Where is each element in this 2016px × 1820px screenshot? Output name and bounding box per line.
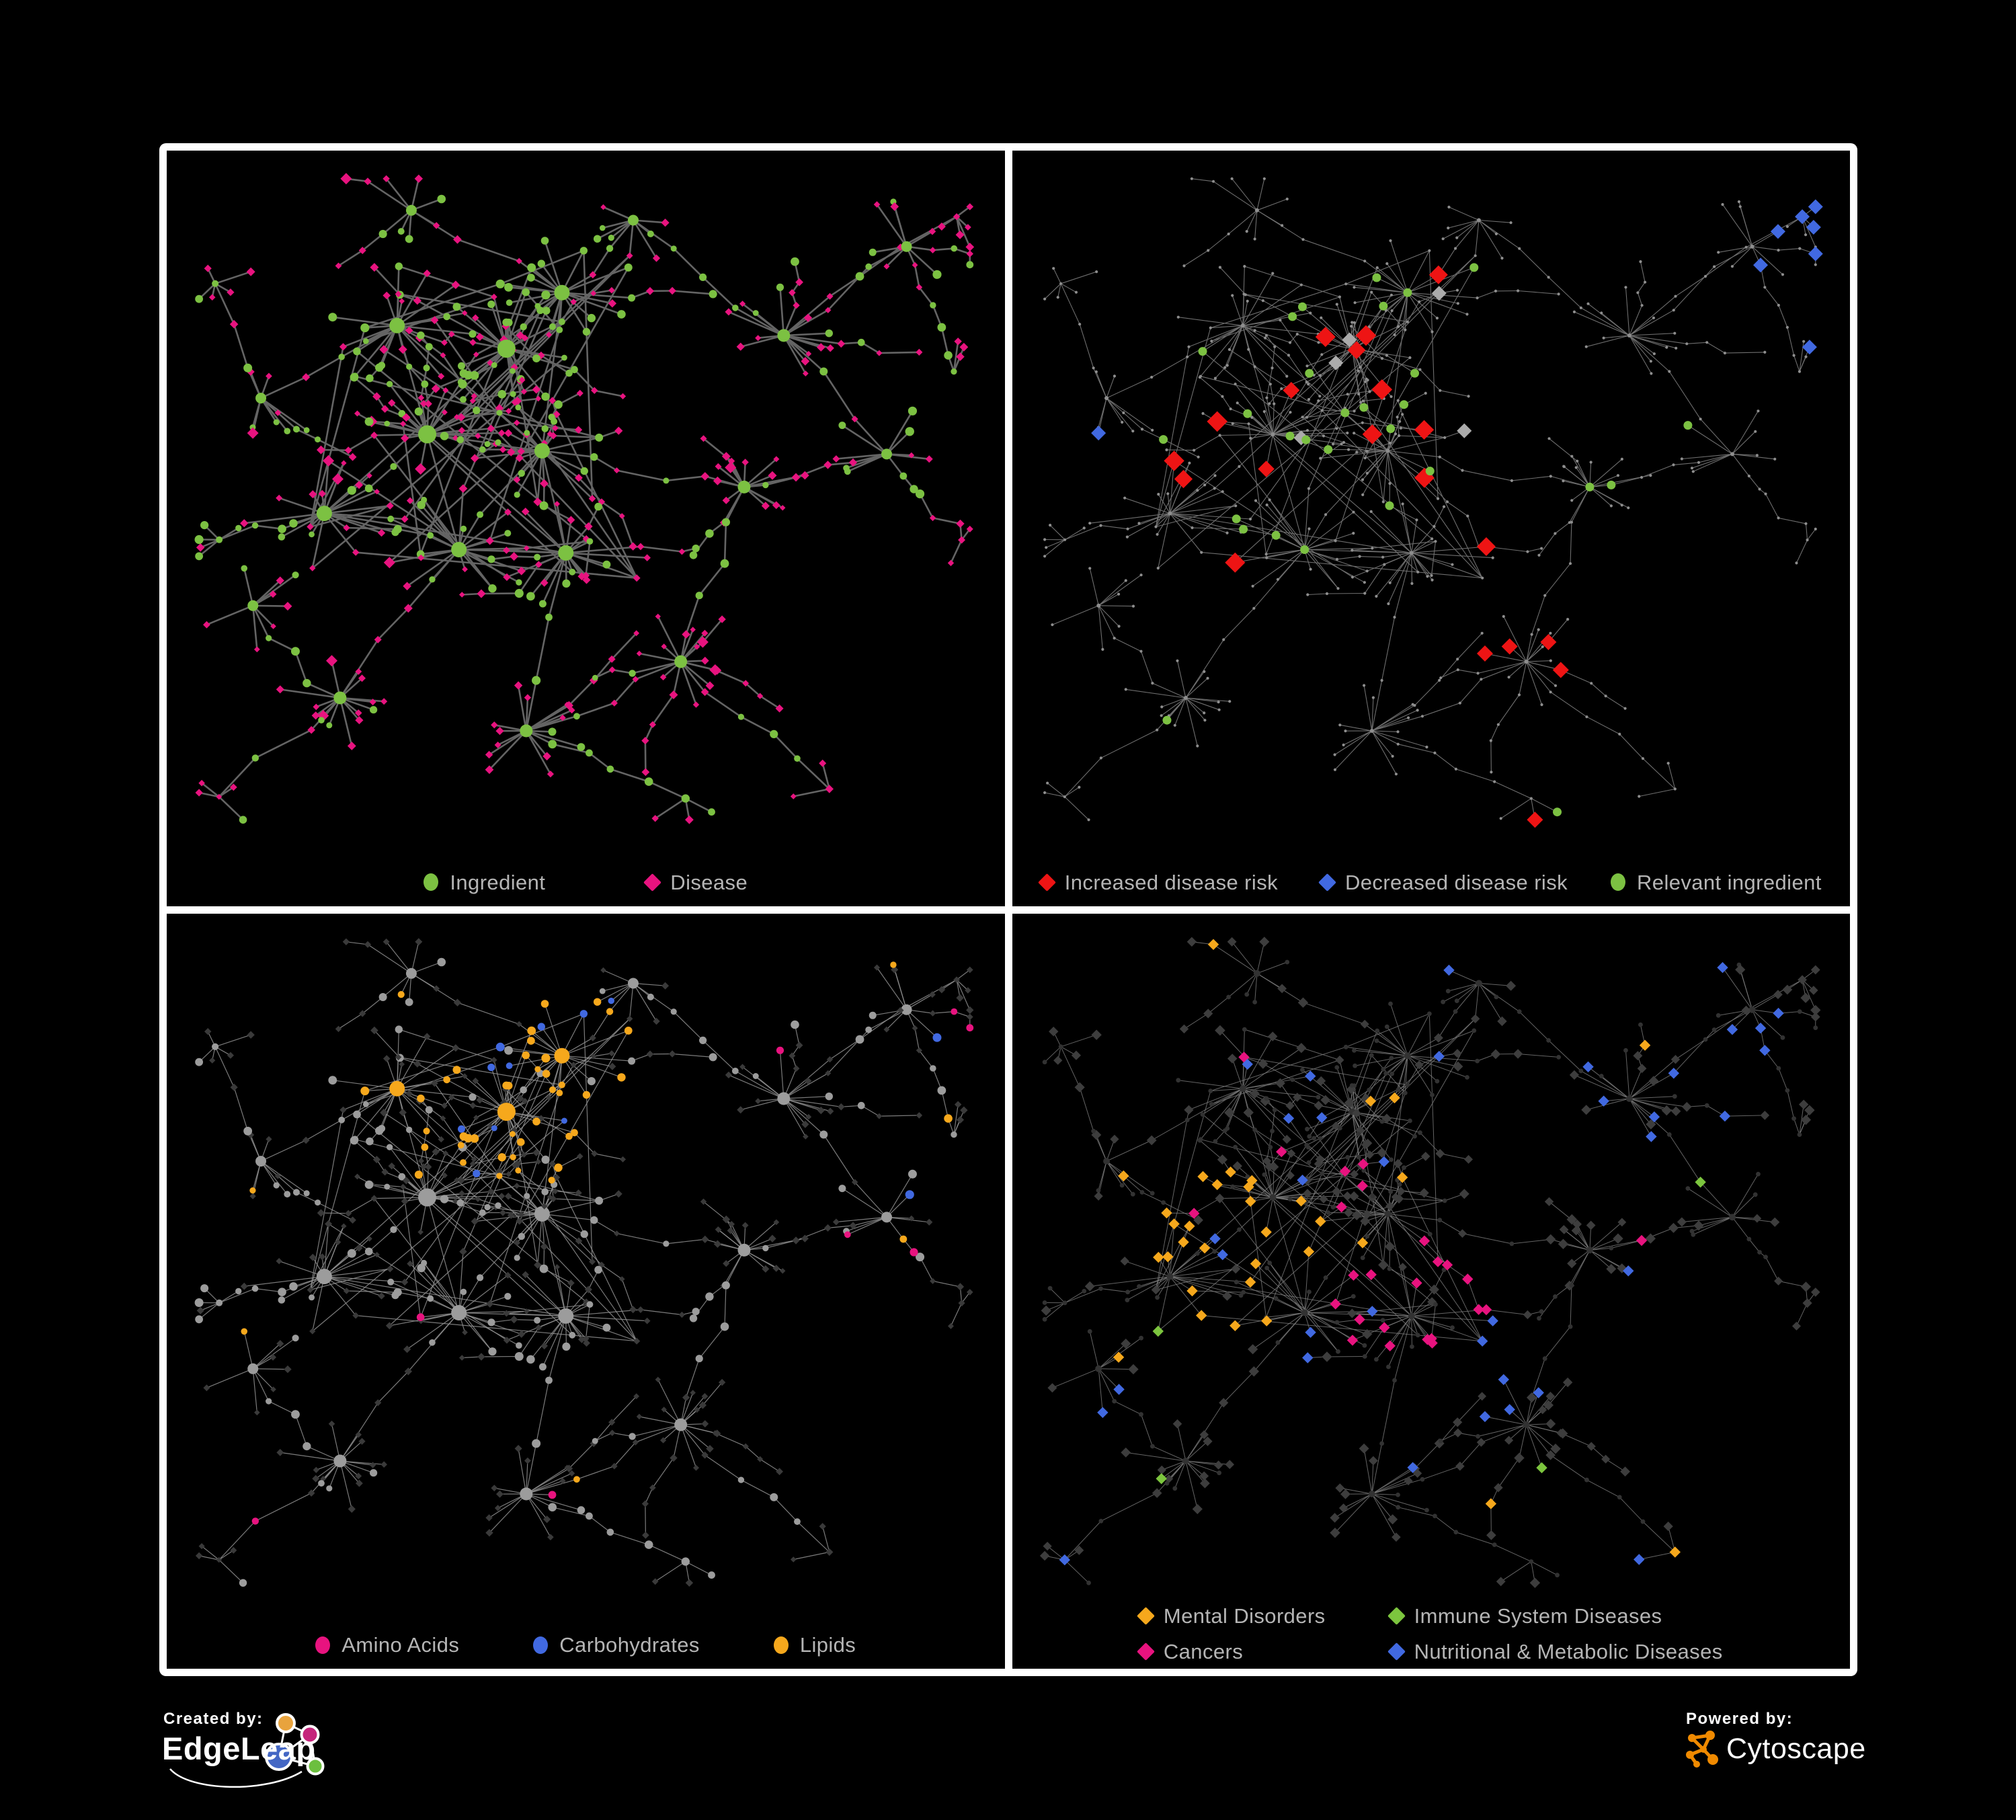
edgeleap-blue-node xyxy=(265,1743,293,1771)
legend-label: Cancers xyxy=(1163,1640,1244,1663)
legend-label: Disease xyxy=(670,870,748,894)
panel-nutrient-classes: Amino Acids Carbohydrates Lipids xyxy=(167,913,1005,1669)
legend-label: Immune System Diseases xyxy=(1414,1604,1662,1628)
edgeleap-logo-nodes xyxy=(265,1713,325,1776)
legend-label: Lipids xyxy=(799,1633,856,1657)
edgeleap-orange-node xyxy=(276,1713,296,1733)
legend-disease-classes: Mental Disorders Immune System Diseases Ca… xyxy=(1012,1606,1851,1662)
legend-label: Decreased disease risk xyxy=(1345,870,1568,894)
increased-disease-risk-diamond-marker xyxy=(1037,873,1056,892)
legend-label: Relevant ingredient xyxy=(1637,870,1822,894)
cancers-diamond-marker xyxy=(1136,1643,1155,1661)
edgeleap-swoosh-arc xyxy=(169,1768,303,1788)
cytoscape-logo-icon xyxy=(1686,1731,1718,1768)
legend-label: Ingredient xyxy=(450,870,546,894)
panel-ingredient-disease: Ingredient Disease xyxy=(167,151,1005,906)
legend-item-increased-disease-risk: Increased disease risk xyxy=(1037,870,1278,894)
legend-item-nutritional-metabolic-diseases: Nutritional & Metabolic Diseases xyxy=(1387,1640,1723,1663)
disease-diamond-marker xyxy=(643,873,662,892)
legend-item-disease: Disease xyxy=(643,870,748,894)
network-graph-disease-risk xyxy=(1043,177,1823,828)
network-graph-disease-classes xyxy=(1039,936,1820,1588)
decreased-disease-risk-diamond-marker xyxy=(1318,873,1336,892)
nutritional-metabolic-diseases-diamond-marker xyxy=(1387,1643,1406,1661)
legend-label: Carbohydrates xyxy=(559,1633,700,1657)
legend-nutrient-classes: Amino Acids Carbohydrates Lipids xyxy=(167,1634,1005,1655)
lipids-circle-marker xyxy=(773,1636,789,1654)
carbohydrates-circle-marker xyxy=(533,1636,549,1654)
legend-label: Amino Acids xyxy=(341,1633,460,1657)
edgeleap-pink-node xyxy=(300,1725,320,1745)
legend-item-cancers: Cancers xyxy=(1136,1640,1326,1663)
immune-system-diseases-diamond-marker xyxy=(1387,1607,1406,1625)
legend-ingredient-disease: Ingredient Disease xyxy=(167,872,1005,893)
legend-label: Mental Disorders xyxy=(1163,1604,1326,1628)
legend-item-carbohydrates: Carbohydrates xyxy=(533,1634,700,1655)
panel-disease-classes: Mental Disorders Immune System Diseases Ca… xyxy=(1012,913,1851,1669)
edgeleap-logo xyxy=(169,1713,325,1788)
legend-item-relevant-ingredient: Relevant ingredient xyxy=(1611,872,1822,893)
legend-item-amino-acids: Amino Acids xyxy=(315,1634,459,1655)
legend-item-mental-disorders: Mental Disorders xyxy=(1136,1604,1326,1628)
legend-item-ingredient: Ingredient xyxy=(424,872,545,893)
cytoscape-brand-text: Cytoscape xyxy=(1726,1732,1866,1765)
legend-item-immune-system-diseases: Immune System Diseases xyxy=(1387,1604,1723,1628)
edgeleap-brand-text: EdgeLeap xyxy=(162,1731,316,1766)
ingredient-circle-marker xyxy=(424,873,439,891)
legend-disease-risk: Increased disease risk Decreased disease … xyxy=(1012,872,1851,893)
relevant-ingredient-circle-marker xyxy=(1611,873,1626,891)
panel-disease-risk: Increased disease risk Decreased disease … xyxy=(1012,151,1851,906)
legend-label: Nutritional & Metabolic Diseases xyxy=(1414,1640,1723,1663)
mental-disorders-diamond-marker xyxy=(1136,1607,1155,1625)
powered-by-block: Powered by: Cytoscape xyxy=(1679,1704,1865,1778)
edgeleap-green-node xyxy=(306,1757,325,1776)
network-graph-ingredient-disease xyxy=(194,173,975,824)
amino-acids-circle-marker xyxy=(315,1636,331,1654)
network-graph-nutrient-classes xyxy=(194,937,974,1587)
created-by-label: Created by: xyxy=(163,1710,264,1728)
legend-item-lipids: Lipids xyxy=(773,1633,856,1657)
powered-by-label: Powered by: xyxy=(1686,1710,1793,1728)
legend-label: Increased disease risk xyxy=(1064,870,1278,894)
panel-border-grid: Ingredient Disease Increased disease risk… xyxy=(159,143,1857,1676)
created-by-block: Created by: EdgeLeap xyxy=(159,1704,482,1798)
legend-item-decreased-disease-risk: Decreased disease risk xyxy=(1318,870,1568,894)
